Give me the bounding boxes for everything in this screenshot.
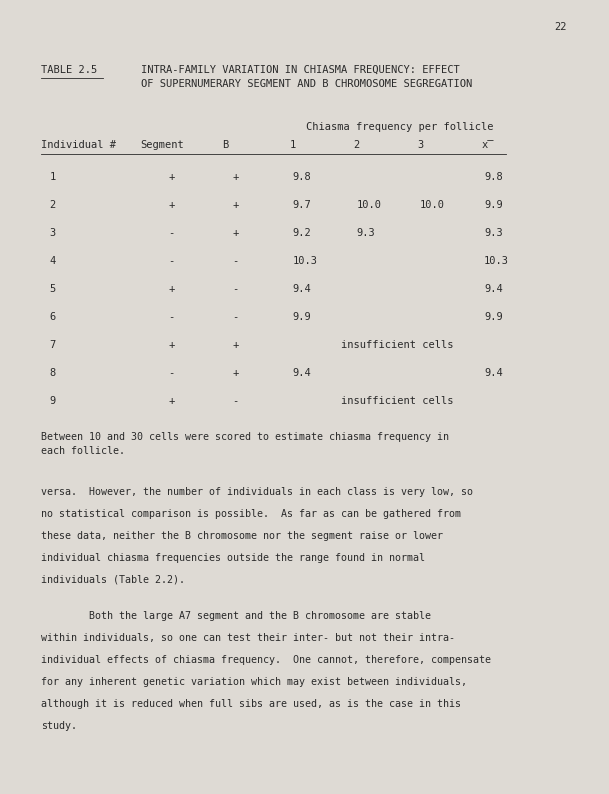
Text: -: - [232, 256, 239, 266]
Text: individual chiasma frequencies outside the range found in normal: individual chiasma frequencies outside t… [41, 553, 426, 563]
Text: 9.9: 9.9 [484, 200, 503, 210]
Text: 2: 2 [353, 140, 359, 150]
Text: 9.4: 9.4 [292, 368, 311, 378]
Text: study.: study. [41, 721, 77, 731]
Text: Chiasma frequency per follicle: Chiasma frequency per follicle [306, 122, 494, 132]
Text: -: - [168, 312, 174, 322]
Text: 9.3: 9.3 [356, 228, 375, 238]
Text: OF SUPERNUMERARY SEGMENT AND B CHROMOSOME SEGREGATION: OF SUPERNUMERARY SEGMENT AND B CHROMOSOM… [141, 79, 473, 89]
Text: 1: 1 [289, 140, 295, 150]
Text: no statistical comparison is possible.  As far as can be gathered from: no statistical comparison is possible. A… [41, 509, 462, 519]
Text: within individuals, so one can test their inter- but not their intra-: within individuals, so one can test thei… [41, 633, 456, 643]
Text: these data, neither the B chromosome nor the segment raise or lower: these data, neither the B chromosome nor… [41, 531, 443, 541]
Text: +: + [168, 396, 174, 406]
Text: 1: 1 [49, 172, 55, 182]
Text: 6: 6 [49, 312, 55, 322]
Text: TABLE 2.5: TABLE 2.5 [41, 65, 97, 75]
Text: 10.3: 10.3 [484, 256, 509, 266]
Text: 9: 9 [49, 396, 55, 406]
Text: individuals (Table 2.2).: individuals (Table 2.2). [41, 575, 185, 585]
Text: Between 10 and 30 cells were scored to estimate chiasma frequency in: Between 10 and 30 cells were scored to e… [41, 432, 449, 442]
Text: 9.9: 9.9 [292, 312, 311, 322]
Text: versa.  However, the number of individuals in each class is very low, so: versa. However, the number of individual… [41, 487, 473, 497]
Text: insufficient cells: insufficient cells [342, 340, 454, 350]
Text: -: - [168, 368, 174, 378]
Text: 9.3: 9.3 [484, 228, 503, 238]
Text: 4: 4 [49, 256, 55, 266]
Text: Segment: Segment [140, 140, 184, 150]
Text: B: B [222, 140, 228, 150]
Text: +: + [168, 172, 174, 182]
Text: -: - [168, 256, 174, 266]
Text: +: + [168, 200, 174, 210]
Text: -: - [232, 312, 239, 322]
Text: 9.4: 9.4 [484, 368, 503, 378]
Text: 9.7: 9.7 [292, 200, 311, 210]
Text: although it is reduced when full sibs are used, as is the case in this: although it is reduced when full sibs ar… [41, 699, 462, 709]
Text: -: - [232, 396, 239, 406]
Text: INTRA-FAMILY VARIATION IN CHIASMA FREQUENCY: EFFECT: INTRA-FAMILY VARIATION IN CHIASMA FREQUE… [141, 65, 460, 75]
Text: insufficient cells: insufficient cells [342, 396, 454, 406]
Text: individual effects of chiasma frequency.  One cannot, therefore, compensate: individual effects of chiasma frequency.… [41, 655, 491, 665]
Text: 3: 3 [49, 228, 55, 238]
Text: +: + [232, 172, 239, 182]
Text: 7: 7 [49, 340, 55, 350]
Text: +: + [232, 340, 239, 350]
Text: -: - [232, 284, 239, 294]
Text: for any inherent genetic variation which may exist between individuals,: for any inherent genetic variation which… [41, 677, 468, 687]
Text: 5: 5 [49, 284, 55, 294]
Text: 3: 3 [417, 140, 423, 150]
Text: 22: 22 [554, 22, 566, 32]
Text: +: + [232, 228, 239, 238]
Text: 8: 8 [49, 368, 55, 378]
Text: -: - [168, 228, 174, 238]
Text: 10.0: 10.0 [356, 200, 381, 210]
Text: 9.9: 9.9 [484, 312, 503, 322]
Text: 10.3: 10.3 [292, 256, 317, 266]
Text: each follicle.: each follicle. [41, 446, 125, 456]
Text: +: + [168, 340, 174, 350]
Text: 9.8: 9.8 [292, 172, 311, 182]
Text: +: + [232, 368, 239, 378]
Text: +: + [168, 284, 174, 294]
Text: 2: 2 [49, 200, 55, 210]
Text: Both the large A7 segment and the B chromosome are stable: Both the large A7 segment and the B chro… [41, 611, 431, 621]
Text: +: + [232, 200, 239, 210]
Text: Individual #: Individual # [41, 140, 116, 150]
Text: 9.2: 9.2 [292, 228, 311, 238]
Text: 9.4: 9.4 [484, 284, 503, 294]
Text: x̅: x̅ [481, 140, 494, 150]
Text: 9.8: 9.8 [484, 172, 503, 182]
Text: 9.4: 9.4 [292, 284, 311, 294]
Text: 10.0: 10.0 [420, 200, 445, 210]
